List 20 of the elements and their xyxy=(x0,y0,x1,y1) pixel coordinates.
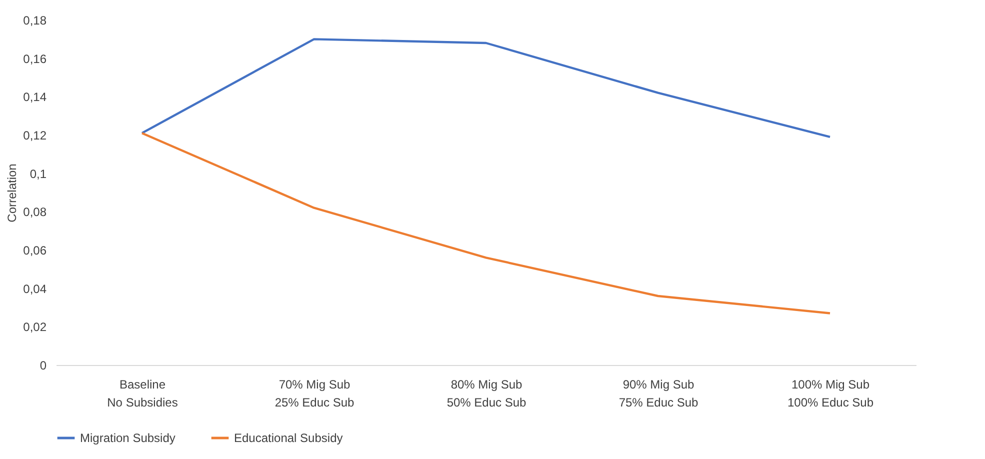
y-tick-label: 0,08 xyxy=(23,205,47,220)
y-tick-label: 0,12 xyxy=(23,128,47,142)
x-tick-label: 90% Mig Sub 75% Educ Sub xyxy=(618,378,699,410)
y-tick-label: 0,02 xyxy=(23,320,47,334)
line-series xyxy=(140,132,832,314)
y-tick-label: 0,18 xyxy=(23,14,47,28)
legend-label: Migration Subsidy xyxy=(80,431,176,445)
x-tick-label: 70% Mig Sub 25% Educ Sub xyxy=(274,378,355,410)
y-tick-label: 0,14 xyxy=(23,90,47,104)
line-series xyxy=(140,38,832,138)
y-tick-label: 0,06 xyxy=(23,244,47,258)
y-tick-label: 0,1 xyxy=(30,166,47,181)
legend-label: Educational Subsidy xyxy=(234,431,343,445)
x-tick-label: 80% Mig Sub 50% Educ Sub xyxy=(446,378,527,410)
x-tick-label: Baseline No Subsidies xyxy=(107,378,178,410)
y-tick-label: 0,04 xyxy=(23,282,47,296)
x-tick-label: 100% Mig Sub 100% Educ Sub xyxy=(787,378,874,410)
y-tick-label: 0 xyxy=(40,358,47,372)
y-tick-label: 0,16 xyxy=(23,52,47,66)
y-axis-title: Correlation xyxy=(5,164,20,222)
